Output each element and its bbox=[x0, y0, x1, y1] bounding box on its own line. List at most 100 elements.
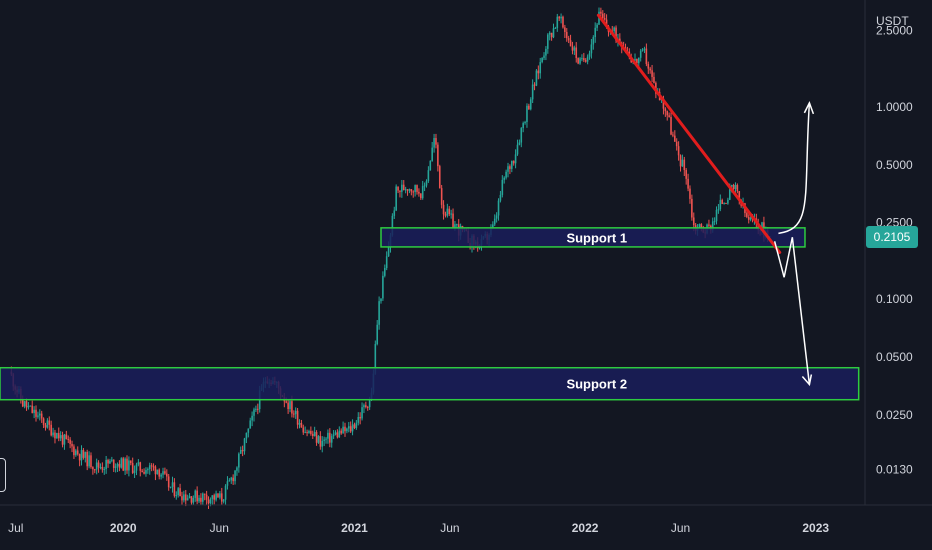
candle-body bbox=[543, 55, 545, 58]
candle-body bbox=[194, 490, 197, 498]
candle-body bbox=[725, 202, 727, 204]
candle-body bbox=[228, 480, 231, 482]
candle-body bbox=[336, 432, 339, 438]
candle-body bbox=[311, 433, 314, 437]
candle-body bbox=[80, 450, 83, 461]
candle-body bbox=[583, 58, 585, 61]
candle-body bbox=[56, 432, 58, 439]
candle-body bbox=[202, 493, 204, 502]
candle-body bbox=[128, 460, 130, 471]
candle-body bbox=[67, 439, 70, 441]
candle-body bbox=[556, 16, 559, 28]
candle-body bbox=[97, 462, 100, 468]
support-zone-label: Support 1 bbox=[566, 230, 627, 245]
candle-body bbox=[410, 189, 413, 192]
candle-body bbox=[50, 424, 52, 436]
candle-body bbox=[651, 70, 653, 77]
time-tick-label: Jun bbox=[671, 521, 690, 535]
candle-body bbox=[526, 105, 528, 123]
candle-body bbox=[111, 459, 113, 461]
candle-body bbox=[365, 405, 367, 408]
candle-body bbox=[727, 199, 729, 204]
candle-body bbox=[448, 208, 451, 215]
collapsed-panel-handle[interactable] bbox=[0, 458, 6, 492]
candle-body bbox=[332, 434, 335, 437]
candle-body bbox=[171, 482, 174, 487]
candle-body bbox=[137, 462, 140, 465]
candle-body bbox=[39, 413, 41, 416]
candle-body bbox=[418, 191, 420, 194]
candle-body bbox=[539, 62, 542, 74]
candle-body bbox=[359, 417, 361, 419]
candle-body bbox=[42, 418, 45, 426]
candle-body bbox=[380, 298, 382, 302]
candle-body bbox=[25, 401, 28, 408]
candle-body bbox=[577, 58, 579, 64]
candle-body bbox=[605, 19, 608, 26]
candle-body bbox=[251, 415, 253, 421]
time-tick-label: Jun bbox=[210, 521, 229, 535]
candle-body bbox=[588, 53, 591, 57]
candle-body bbox=[86, 451, 88, 467]
last-price-badge-bg bbox=[866, 226, 918, 249]
candle-body bbox=[92, 467, 94, 470]
candle-body bbox=[181, 496, 183, 501]
candle-body bbox=[528, 105, 530, 110]
candle-body bbox=[330, 436, 333, 443]
candle-body bbox=[101, 467, 104, 470]
candle-body bbox=[323, 439, 325, 441]
candle-body bbox=[71, 443, 73, 447]
candle-body bbox=[236, 467, 238, 471]
candle-body bbox=[713, 221, 716, 223]
candle-body bbox=[507, 166, 509, 172]
candle-body bbox=[516, 144, 519, 155]
candle-body bbox=[749, 217, 752, 220]
candle-body bbox=[692, 217, 695, 226]
candle-body bbox=[594, 27, 597, 38]
candle-body bbox=[736, 185, 739, 192]
candle-body bbox=[746, 213, 748, 217]
candle-body bbox=[241, 450, 244, 452]
candle-body bbox=[65, 434, 68, 440]
candle-body bbox=[438, 166, 441, 189]
candle-body bbox=[99, 467, 102, 469]
time-axis[interactable]: Jul 2020 Jun 2021 Jun 2022 Jun 2023 bbox=[8, 521, 829, 535]
candle-body bbox=[433, 138, 435, 148]
candle-body bbox=[179, 488, 181, 497]
candle-body bbox=[674, 135, 676, 142]
candle-body bbox=[207, 499, 210, 504]
candle-body bbox=[116, 463, 119, 467]
candle-body bbox=[387, 246, 390, 257]
price-tick-label: 0.1000 bbox=[876, 292, 913, 306]
candle-body bbox=[641, 49, 644, 51]
candle-body bbox=[393, 210, 396, 216]
last-price-label: 0.2105 bbox=[874, 230, 911, 244]
time-tick-label: Jun bbox=[440, 521, 459, 535]
candle-body bbox=[603, 18, 606, 20]
candle-body bbox=[401, 184, 403, 192]
bullish-scenario-arrow bbox=[778, 102, 811, 235]
candle-body bbox=[69, 439, 71, 444]
candle-body bbox=[571, 46, 574, 51]
candle-body bbox=[406, 189, 409, 191]
candle-body bbox=[505, 171, 507, 178]
candle-body bbox=[196, 490, 198, 502]
candle-body bbox=[550, 32, 553, 38]
candle-body bbox=[723, 202, 725, 204]
candle-body bbox=[435, 138, 437, 145]
candle-body bbox=[537, 70, 540, 74]
candle-body bbox=[107, 459, 109, 464]
candle-body bbox=[232, 477, 234, 482]
candle-body bbox=[220, 493, 223, 502]
candle-body bbox=[173, 482, 176, 496]
candle-body bbox=[226, 481, 229, 486]
candle-body bbox=[287, 402, 289, 410]
candle-body bbox=[666, 111, 669, 116]
candle-body bbox=[152, 466, 155, 468]
candle-body bbox=[317, 436, 320, 443]
candle-body bbox=[456, 224, 458, 226]
candle-body bbox=[366, 407, 369, 409]
candle-body bbox=[296, 410, 299, 425]
